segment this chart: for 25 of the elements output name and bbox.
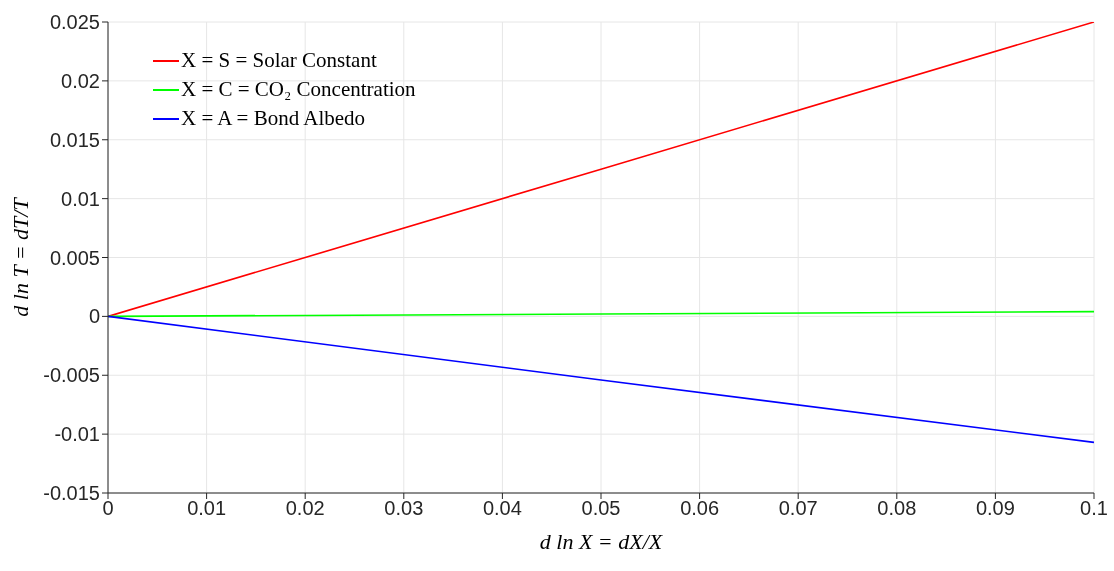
y-tick-label: -0.015 (43, 482, 100, 505)
y-tick-label: 0.015 (49, 128, 100, 151)
x-tick-label: 0.02 (285, 497, 325, 520)
x-tick-label: 0.08 (877, 497, 917, 520)
y-tick-label: -0.005 (43, 364, 100, 387)
y-tick-label: 0.01 (61, 187, 100, 210)
y-tick-label: 0.02 (61, 69, 100, 92)
x-tick-label: 0.1 (1080, 497, 1108, 520)
x-tick-label: 0.01 (187, 497, 227, 520)
x-tick-label: 0.06 (680, 497, 720, 520)
x-tick-label: 0.05 (581, 497, 621, 520)
y-tick-label: -0.01 (54, 423, 100, 446)
y-axis-title: d ln T = dT/T (7, 196, 33, 317)
legend-label: X = C = CO₂ Concentration (181, 76, 416, 103)
y-tick-label: 0.005 (49, 246, 100, 269)
x-tick-label: 0.09 (975, 497, 1015, 520)
x-tick-label: 0.07 (778, 497, 818, 520)
legend-label: X = A = Bond Albedo (181, 105, 366, 132)
x-tick-label: 0.04 (482, 497, 522, 520)
y-tick-label: 0 (88, 305, 100, 328)
x-tick-label: 0.03 (384, 497, 424, 520)
legend-label: X = S = Solar Constant (181, 47, 377, 74)
y-tick-label: 0.025 (49, 11, 100, 34)
x-axis-title: d ln X = dX/X (539, 529, 664, 554)
x-tick-label: 0 (102, 497, 114, 520)
